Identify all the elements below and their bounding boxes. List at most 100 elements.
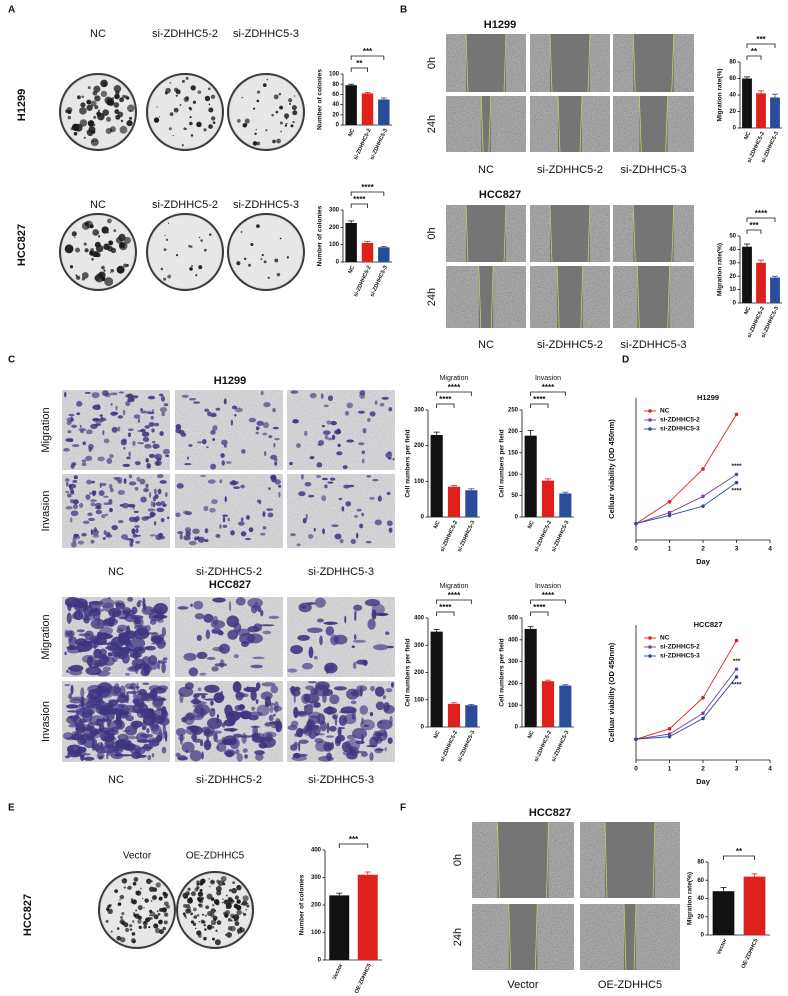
colony <box>210 912 215 918</box>
stained-cell <box>64 629 69 638</box>
significance-label: *** <box>363 47 373 56</box>
stained-cell <box>66 612 72 624</box>
data-point <box>701 695 705 700</box>
colony <box>241 900 248 906</box>
stained-cell <box>330 634 339 646</box>
stained-cell <box>255 431 259 435</box>
stained-cell <box>273 458 278 462</box>
stained-cell <box>137 688 147 696</box>
colony <box>204 914 208 917</box>
y-tick-label: 100 <box>329 72 340 78</box>
stained-cell <box>136 663 150 670</box>
legend-marker <box>648 636 652 640</box>
stained-cell <box>179 533 183 540</box>
y-tick-label: 60 <box>729 76 736 82</box>
stained-cell <box>369 712 374 717</box>
bar <box>465 490 478 517</box>
colony <box>91 251 98 258</box>
wound-edge <box>557 95 561 153</box>
stained-cell <box>260 609 264 617</box>
colony <box>285 122 288 125</box>
stained-cell <box>74 731 79 737</box>
significance-label: **** <box>731 487 742 494</box>
stained-cell <box>69 487 74 494</box>
x-tick-label: 2 <box>701 766 705 773</box>
stained-cell <box>235 407 243 413</box>
colony <box>126 264 129 267</box>
colony <box>75 274 78 277</box>
stained-cell <box>323 404 329 408</box>
colony <box>142 897 144 900</box>
stained-cell <box>98 654 110 664</box>
colony <box>127 885 132 890</box>
colony <box>119 899 121 901</box>
bar <box>712 891 735 935</box>
colony <box>120 937 126 943</box>
group-label: si-ZDHHC5-3 <box>233 28 299 40</box>
stained-cell <box>70 463 75 469</box>
stained-cell <box>259 624 275 627</box>
colony <box>192 922 197 926</box>
stained-cell <box>109 487 114 493</box>
stained-cell <box>201 438 207 445</box>
colony <box>227 926 233 931</box>
stained-cell <box>200 474 207 478</box>
stained-cell <box>353 604 363 611</box>
stained-cell <box>161 662 166 674</box>
stained-cell <box>272 426 279 430</box>
colony <box>165 87 171 94</box>
legend-marker <box>648 418 652 422</box>
bar <box>770 277 780 303</box>
stained-cell <box>95 509 103 515</box>
stained-cell <box>326 722 330 734</box>
stained-cell <box>269 705 274 713</box>
stained-cell <box>241 449 246 454</box>
colony <box>196 882 200 886</box>
bar <box>378 99 390 125</box>
stained-cell <box>290 390 299 394</box>
stained-cell <box>313 702 321 708</box>
stained-cell <box>140 496 147 503</box>
wound-gap <box>478 266 494 328</box>
stained-cell <box>326 420 332 425</box>
colony <box>199 931 201 934</box>
stained-cell <box>244 537 252 541</box>
colony <box>107 245 113 252</box>
stained-cell <box>268 487 271 491</box>
stained-cell <box>192 714 204 721</box>
stained-cell <box>303 704 313 715</box>
significance-label: **** <box>439 395 452 404</box>
stained-cell <box>68 724 77 728</box>
colony <box>173 107 179 113</box>
stained-cell <box>66 715 82 725</box>
stained-cell <box>117 519 124 524</box>
wound-gap <box>639 96 668 152</box>
stained-cell <box>336 451 343 456</box>
stained-cell <box>329 694 340 705</box>
colony <box>271 113 274 117</box>
stained-cell <box>359 523 364 529</box>
stained-cell <box>65 506 73 510</box>
panel-label: D <box>622 355 629 366</box>
stained-cell <box>66 630 75 638</box>
stained-cell <box>224 704 233 717</box>
stained-cell <box>69 498 74 504</box>
y-tick-label: 0 <box>733 301 737 307</box>
stained-cell <box>128 451 131 457</box>
stained-cell <box>71 541 77 548</box>
stained-cell <box>346 734 356 740</box>
stained-cell <box>134 486 139 491</box>
data-point <box>701 711 705 716</box>
significance-label: **** <box>533 395 546 404</box>
stained-cell <box>215 696 226 699</box>
wound-edge <box>478 265 482 329</box>
colony <box>212 937 215 941</box>
group-label: si-ZDHHC5-3 <box>308 566 374 578</box>
stained-cell <box>184 682 194 690</box>
stained-cell <box>159 393 164 397</box>
group-label: si-ZDHHC5-3 <box>621 339 687 351</box>
colony <box>113 84 122 93</box>
stained-cell <box>318 755 334 762</box>
colony <box>110 930 113 933</box>
colony <box>93 85 101 93</box>
